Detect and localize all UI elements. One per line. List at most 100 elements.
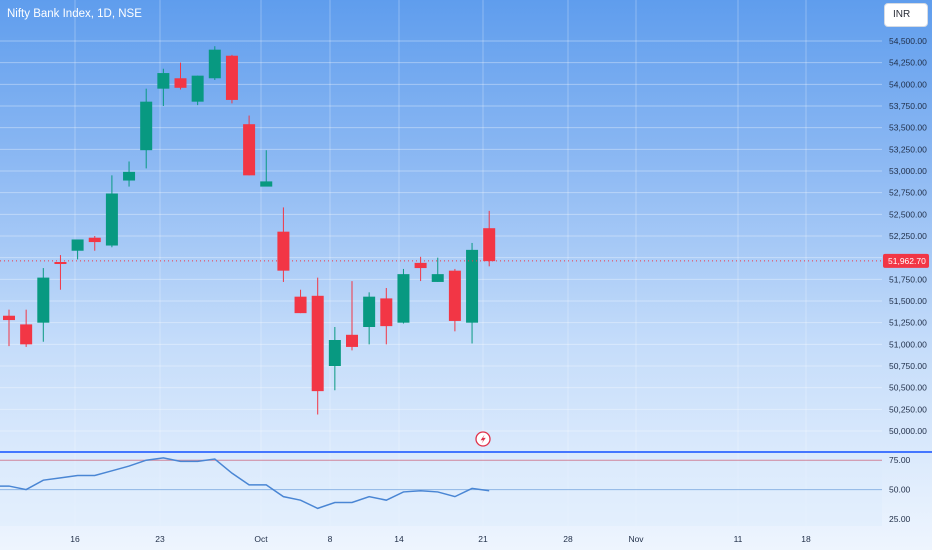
candle-body xyxy=(3,315,15,321)
candle-body xyxy=(20,324,33,345)
time-tick-label: 14 xyxy=(394,534,404,544)
price-tick-label: 50,000.00 xyxy=(889,426,927,436)
time-tick-label: Oct xyxy=(254,534,268,544)
candle xyxy=(140,88,153,169)
candle xyxy=(243,115,256,176)
candle-body xyxy=(311,295,324,392)
candle-body xyxy=(208,49,221,79)
candle-body xyxy=(157,73,170,89)
price-tick-label: 51,250.00 xyxy=(889,318,927,328)
candle-body xyxy=(71,239,84,251)
candles xyxy=(0,46,882,415)
candle xyxy=(260,150,273,187)
time-tick-label: 21 xyxy=(478,534,488,544)
price-tick-label: 52,250.00 xyxy=(889,231,927,241)
candle xyxy=(363,292,376,345)
candle xyxy=(54,255,67,290)
candle xyxy=(88,236,101,251)
candle xyxy=(346,281,358,351)
time-tick-label: 23 xyxy=(155,534,165,544)
rsi-tick-label: 75.00 xyxy=(889,455,911,465)
price-tick-label: 53,250.00 xyxy=(889,144,927,154)
candle xyxy=(3,309,15,347)
candle xyxy=(380,288,393,345)
price-tick-label: 51,000.00 xyxy=(889,339,927,349)
candle-body xyxy=(140,101,153,151)
grid-lines xyxy=(0,0,882,526)
candle-body xyxy=(431,274,444,282)
price-tick-label: 51,500.00 xyxy=(889,296,927,306)
candle-body xyxy=(294,296,307,314)
price-tick-label: 53,500.00 xyxy=(889,123,927,133)
price-tick-label: 50,500.00 xyxy=(889,383,927,393)
candle xyxy=(294,289,307,314)
price-tick-label: 54,250.00 xyxy=(889,58,927,68)
lightning-icon[interactable] xyxy=(475,431,491,447)
time-tick-label: 8 xyxy=(328,534,333,544)
candle-body xyxy=(88,237,101,243)
rsi-tick-label: 50.00 xyxy=(889,485,911,495)
pane-separator xyxy=(0,451,932,453)
candle-body xyxy=(483,228,496,262)
candle xyxy=(174,62,187,90)
candle xyxy=(208,46,221,80)
candle-body xyxy=(466,249,479,323)
price-tick-label: 52,500.00 xyxy=(889,209,927,219)
candle-body xyxy=(363,296,376,327)
candle xyxy=(466,242,479,344)
last-price-tag xyxy=(883,253,929,268)
time-tick-label: 16 xyxy=(70,534,80,544)
price-tick-label: 51,750.00 xyxy=(889,274,927,284)
candle xyxy=(105,175,118,248)
price-tick-label: 54,000.00 xyxy=(889,79,927,89)
candle xyxy=(431,257,444,282)
axes: 54,500.00 54,250.00 54,000.00 53,750.00 53,5… xyxy=(70,36,929,544)
candle xyxy=(20,309,33,347)
candle xyxy=(483,210,496,267)
candle-body xyxy=(260,181,273,187)
last-price-label: 51,962.70 xyxy=(888,256,926,266)
candle xyxy=(37,268,50,342)
candle-body xyxy=(328,340,341,366)
currency-button[interactable]: INR xyxy=(884,3,928,27)
candle-body xyxy=(380,298,393,327)
time-tick-label: Nov xyxy=(628,534,644,544)
candle xyxy=(277,207,290,282)
candle xyxy=(191,75,204,106)
candle-body xyxy=(448,270,461,321)
price-tick-label: 54,500.00 xyxy=(889,36,927,46)
time-tick-label: 11 xyxy=(734,534,743,544)
candle-body xyxy=(277,231,290,271)
candle xyxy=(71,239,84,260)
candle-body xyxy=(414,262,427,269)
candle-body xyxy=(243,124,256,176)
candle-body xyxy=(191,75,204,102)
time-tick-label: 28 xyxy=(563,534,573,544)
candle-body xyxy=(397,274,410,323)
indicator-pane xyxy=(0,451,932,526)
candle-body xyxy=(123,171,136,181)
candle-body xyxy=(105,193,118,246)
rsi-tick-label: 25.00 xyxy=(889,514,911,524)
candle-body xyxy=(54,262,67,264)
price-tick-label: 50,750.00 xyxy=(889,361,927,371)
candle xyxy=(328,327,341,391)
candle-body xyxy=(225,55,238,100)
price-tick-label: 53,750.00 xyxy=(889,101,927,111)
price-tick-label: 50,250.00 xyxy=(889,404,927,414)
price-tick-label: 53,000.00 xyxy=(889,166,927,176)
candle xyxy=(311,277,324,415)
candle xyxy=(123,161,136,187)
time-tick-label: 18 xyxy=(801,534,811,544)
candle xyxy=(225,54,238,104)
candle xyxy=(157,68,170,106)
candle xyxy=(448,268,461,332)
candle-body xyxy=(346,334,358,347)
price-tick-label: 52,750.00 xyxy=(889,188,927,198)
candle-body xyxy=(174,78,187,88)
candle xyxy=(397,268,410,324)
indicator-background xyxy=(0,452,882,526)
rsi-line xyxy=(0,457,490,510)
